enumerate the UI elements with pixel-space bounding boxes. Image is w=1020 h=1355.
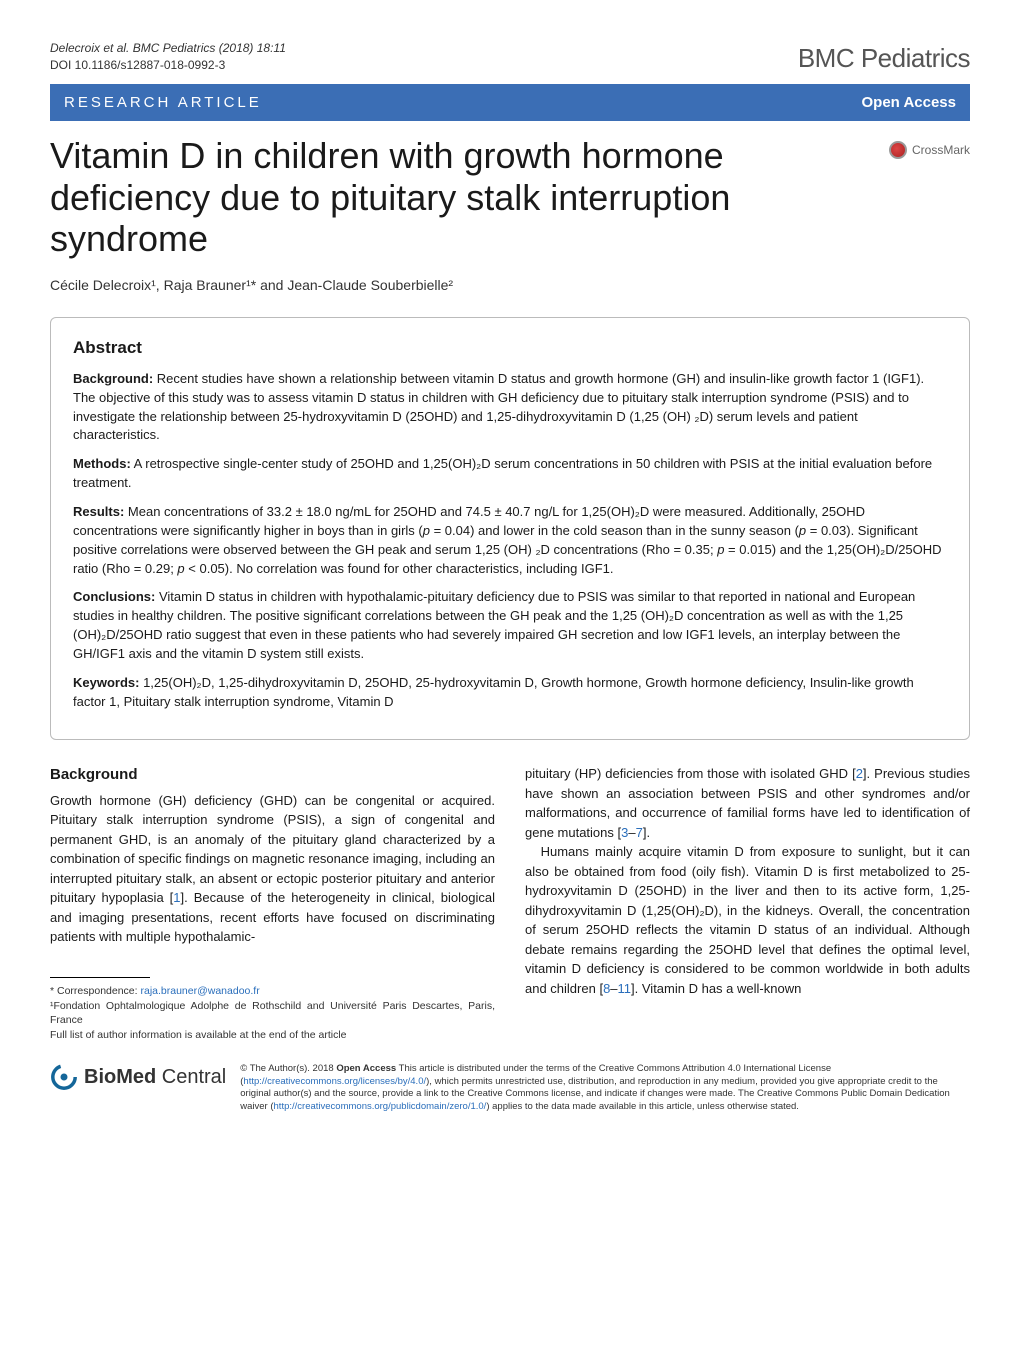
lic-d: ) applies to the data made available in … (486, 1101, 799, 1112)
abs-results-e: < 0.05). No correlation was found for ot… (185, 561, 614, 576)
crossmark-badge[interactable]: CrossMark (889, 141, 970, 159)
abstract-keywords: Keywords: 1,25(OH)₂D, 1,25-dihydroxyvita… (73, 674, 947, 712)
abs-concl-text: Vitamin D status in children with hypoth… (73, 589, 915, 661)
abs-kw-text: 1,25(OH)₂D, 1,25-dihydroxyvitamin D, 25O… (73, 675, 914, 709)
full-author-info: Full list of author information is avail… (50, 1028, 495, 1043)
article-title: Vitamin D in children with growth hormon… (50, 135, 869, 259)
abs-results-b: = 0.04) and lower in the cold season tha… (430, 523, 799, 538)
footnotes: * Correspondence: raja.brauner@wanadoo.f… (50, 984, 495, 1043)
abs-methods-label: Methods: (73, 456, 131, 471)
crossmark-label: CrossMark (912, 142, 970, 159)
body-p3: Humans mainly acquire vitamin D from exp… (525, 842, 970, 998)
abs-concl-label: Conclusions: (73, 589, 155, 604)
article-type-banner: RESEARCH ARTICLE Open Access (50, 84, 970, 121)
correspondence-line: * Correspondence: raja.brauner@wanadoo.f… (50, 984, 495, 999)
p3b: ]. Vitamin D has a well-known (631, 981, 801, 996)
bmc-text: BioMed Central (84, 1063, 226, 1091)
lic-url2[interactable]: http://creativecommons.org/publicdomain/… (274, 1101, 487, 1112)
column-left: Background Growth hormone (GH) deficienc… (50, 764, 495, 1042)
abs-bg-label: Background: (73, 371, 153, 386)
body-columns: Background Growth hormone (GH) deficienc… (50, 764, 970, 1042)
article-type: RESEARCH ARTICLE (64, 92, 262, 113)
abstract-methods: Methods: A retrospective single-center s… (73, 455, 947, 493)
ref-11[interactable]: 11 (618, 981, 632, 996)
footnote-separator (50, 977, 150, 978)
p-value-4: p (177, 561, 184, 576)
lic-url1[interactable]: http://creativecommons.org/licenses/by/4… (243, 1076, 426, 1087)
body-p2: pituitary (HP) deficiencies from those w… (525, 764, 970, 842)
bmc-biomed: BioMed (84, 1066, 156, 1088)
open-access-label: Open Access (862, 92, 957, 113)
abstract-conclusions: Conclusions: Vitamin D status in childre… (73, 588, 947, 663)
ref-2[interactable]: 2 (856, 766, 863, 781)
corr-label: * Correspondence: (50, 985, 140, 997)
lic-a: © The Author(s). 2018 (240, 1063, 336, 1074)
dash2: – (610, 981, 617, 996)
abstract-results: Results: Mean concentrations of 33.2 ± 1… (73, 503, 947, 578)
biomed-central-logo: BioMed Central (50, 1063, 226, 1091)
bmc-icon (50, 1063, 78, 1091)
header-row: Delecroix et al. BMC Pediatrics (2018) 1… (50, 40, 970, 76)
ref-1[interactable]: 1 (173, 890, 180, 905)
corr-email[interactable]: raja.brauner@wanadoo.fr (140, 985, 259, 997)
dash: – (628, 825, 635, 840)
abs-bg-text: Recent studies have shown a relationship… (73, 371, 924, 443)
license-text: © The Author(s). 2018 Open Access This a… (240, 1063, 970, 1114)
p2a: pituitary (HP) deficiencies from those w… (525, 766, 856, 781)
lic-oa: Open Access (336, 1063, 396, 1074)
doi: DOI 10.1186/s12887-018-0992-3 (50, 57, 286, 74)
p3a: Humans mainly acquire vitamin D from exp… (525, 844, 970, 996)
column-right: pituitary (HP) deficiencies from those w… (525, 764, 970, 1042)
p-value-1: p (423, 523, 430, 538)
crossmark-icon (889, 141, 907, 159)
abs-results-label: Results: (73, 504, 124, 519)
abs-kw-label: Keywords: (73, 675, 139, 690)
title-row: Vitamin D in children with growth hormon… (50, 135, 970, 259)
journal-name: BMC Pediatrics (798, 40, 970, 76)
bmc-central: Central (156, 1066, 226, 1088)
citation: Delecroix et al. BMC Pediatrics (2018) 1… (50, 40, 286, 57)
p2c: ]. (643, 825, 650, 840)
license-row: BioMed Central © The Author(s). 2018 Ope… (50, 1063, 970, 1114)
affiliation-1: ¹Fondation Ophtalmologique Adolphe de Ro… (50, 999, 495, 1028)
abstract-background: Background: Recent studies have shown a … (73, 370, 947, 445)
p1a: Growth hormone (GH) deficiency (GHD) can… (50, 793, 495, 906)
abs-methods-text: A retrospective single-center study of 2… (73, 456, 932, 490)
citation-block: Delecroix et al. BMC Pediatrics (2018) 1… (50, 40, 286, 74)
ref-7[interactable]: 7 (636, 825, 643, 840)
abstract-heading: Abstract (73, 336, 947, 360)
abstract-box: Abstract Background: Recent studies have… (50, 317, 970, 740)
body-p1: Growth hormone (GH) deficiency (GHD) can… (50, 791, 495, 947)
background-heading: Background (50, 764, 495, 787)
authors-line: Cécile Delecroix¹, Raja Brauner¹* and Je… (50, 276, 970, 296)
